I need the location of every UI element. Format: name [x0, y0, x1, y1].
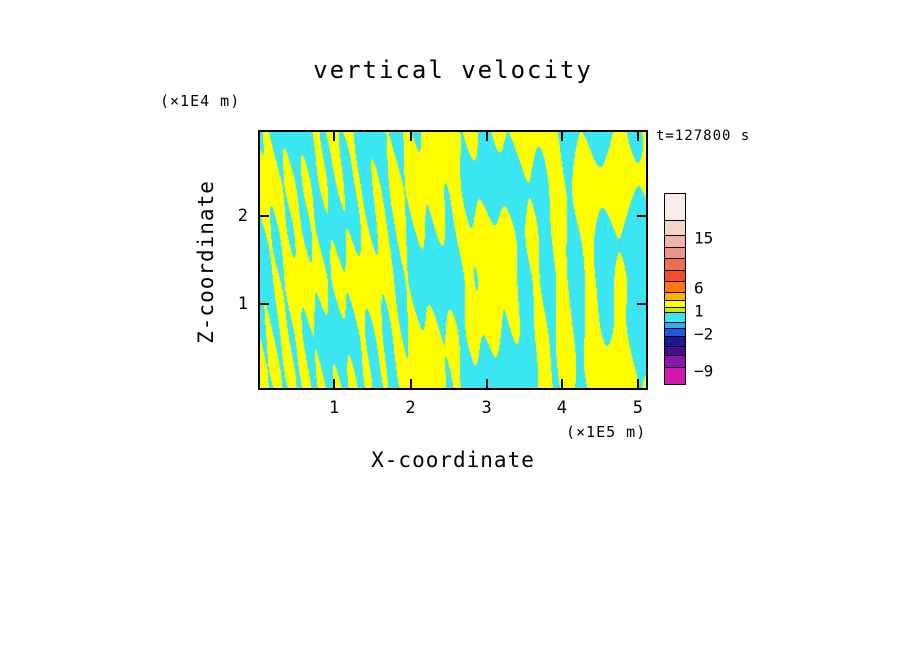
x-axis-title: X-coordinate [371, 448, 535, 472]
colorbar-segment [665, 336, 685, 346]
colorbar-labels: 15 6 1 −2 −9 [694, 193, 754, 385]
x-tick-mark [333, 132, 336, 141]
colorbar-segment [665, 366, 685, 385]
y-tick-mark [637, 214, 646, 217]
time-annotation: t=127800 s [656, 128, 751, 144]
x-tick-mark [636, 379, 639, 388]
x-tick-label: 3 [481, 398, 492, 418]
x-tick-label: 1 [328, 398, 340, 418]
x-axis-unit-label: (×1E5 m) [566, 423, 647, 441]
x-tick-label: 5 [632, 398, 644, 418]
x-tick-mark [636, 132, 639, 141]
colorbar-segment [665, 258, 685, 270]
colorbar-segment [665, 292, 685, 301]
colorbar-segment [665, 328, 685, 337]
colorbar-label: −2 [694, 324, 714, 344]
colorbar-segment [665, 322, 685, 329]
y-tick-mark [637, 303, 646, 306]
x-tick-mark [560, 132, 563, 141]
colorbar [664, 193, 686, 385]
y-axis-unit-label: (×1E4 m) [160, 92, 241, 110]
chart-title: vertical velocity [313, 56, 593, 84]
x-tick-mark [485, 132, 488, 141]
x-tick-mark [409, 379, 412, 388]
plot-frame: 1 2 3 4 5 2 1 [238, 130, 648, 418]
colorbar-segment [665, 219, 685, 235]
colorbar-label: 6 [694, 278, 704, 298]
colorbar-segment [665, 300, 685, 308]
y-tick-mark [260, 303, 269, 306]
velocity-field-canvas [260, 132, 646, 388]
colorbar-segment [665, 246, 685, 259]
colorbar-segment [665, 269, 685, 281]
colorbar-label: −9 [694, 361, 714, 381]
colorbar-label: 15 [694, 228, 714, 248]
colorbar-segment [665, 194, 685, 220]
x-tick-mark [333, 379, 336, 388]
x-tick-mark [485, 379, 488, 388]
colorbar-segment [665, 355, 685, 367]
y-tick-mark [260, 214, 269, 217]
x-tick-label: 2 [405, 398, 416, 418]
x-tick-mark [560, 379, 563, 388]
colorbar-segment [665, 345, 685, 356]
x-tick-label: 4 [556, 398, 567, 418]
y-tick-label: 1 [237, 294, 248, 315]
colorbar-segment [665, 307, 685, 312]
colorbar-segment [665, 280, 685, 293]
y-axis-title: Z-coordinate [194, 180, 218, 344]
x-tick-mark [409, 132, 412, 141]
y-tick-label: 2 [237, 205, 248, 226]
colorbar-segment [665, 311, 685, 323]
colorbar-segment [665, 234, 685, 247]
colorbar-label: 1 [694, 301, 704, 321]
